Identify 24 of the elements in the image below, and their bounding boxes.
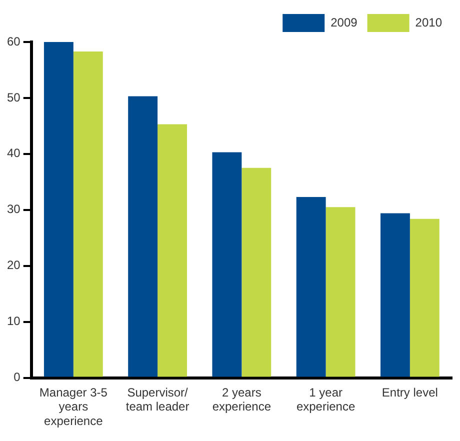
y-tick-label: 60 xyxy=(6,34,21,48)
x-tick-label: 2 years experience xyxy=(212,385,272,414)
bar xyxy=(212,152,242,377)
y-tick-label: 20 xyxy=(6,258,21,272)
x-tick-label: 1 year experience xyxy=(296,385,356,414)
legend-label: 2010 xyxy=(415,15,442,30)
bar xyxy=(44,42,74,377)
bar xyxy=(296,197,326,377)
bar xyxy=(128,96,158,377)
legend-label: 2009 xyxy=(330,15,358,30)
bar xyxy=(73,52,103,377)
y-tick-label: 10 xyxy=(6,314,21,328)
x-tick-label: Manager 3-5 years experience xyxy=(39,385,108,428)
bar xyxy=(158,124,187,377)
bar xyxy=(242,168,272,377)
bar xyxy=(380,213,410,377)
x-tick-label: Entry level xyxy=(382,385,438,400)
y-tick-label: 50 xyxy=(6,90,21,104)
bar xyxy=(326,207,356,377)
bar xyxy=(410,218,440,377)
y-tick-label: 40 xyxy=(6,146,21,160)
y-tick-label: 0 xyxy=(14,370,21,384)
x-tick-label: Supervisor/ team leader xyxy=(126,385,190,414)
y-tick-label: 30 xyxy=(6,202,21,216)
